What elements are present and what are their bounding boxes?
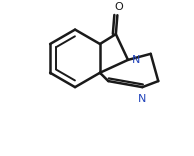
Text: N: N: [138, 94, 146, 104]
Text: O: O: [115, 2, 124, 12]
Text: N: N: [132, 55, 141, 65]
